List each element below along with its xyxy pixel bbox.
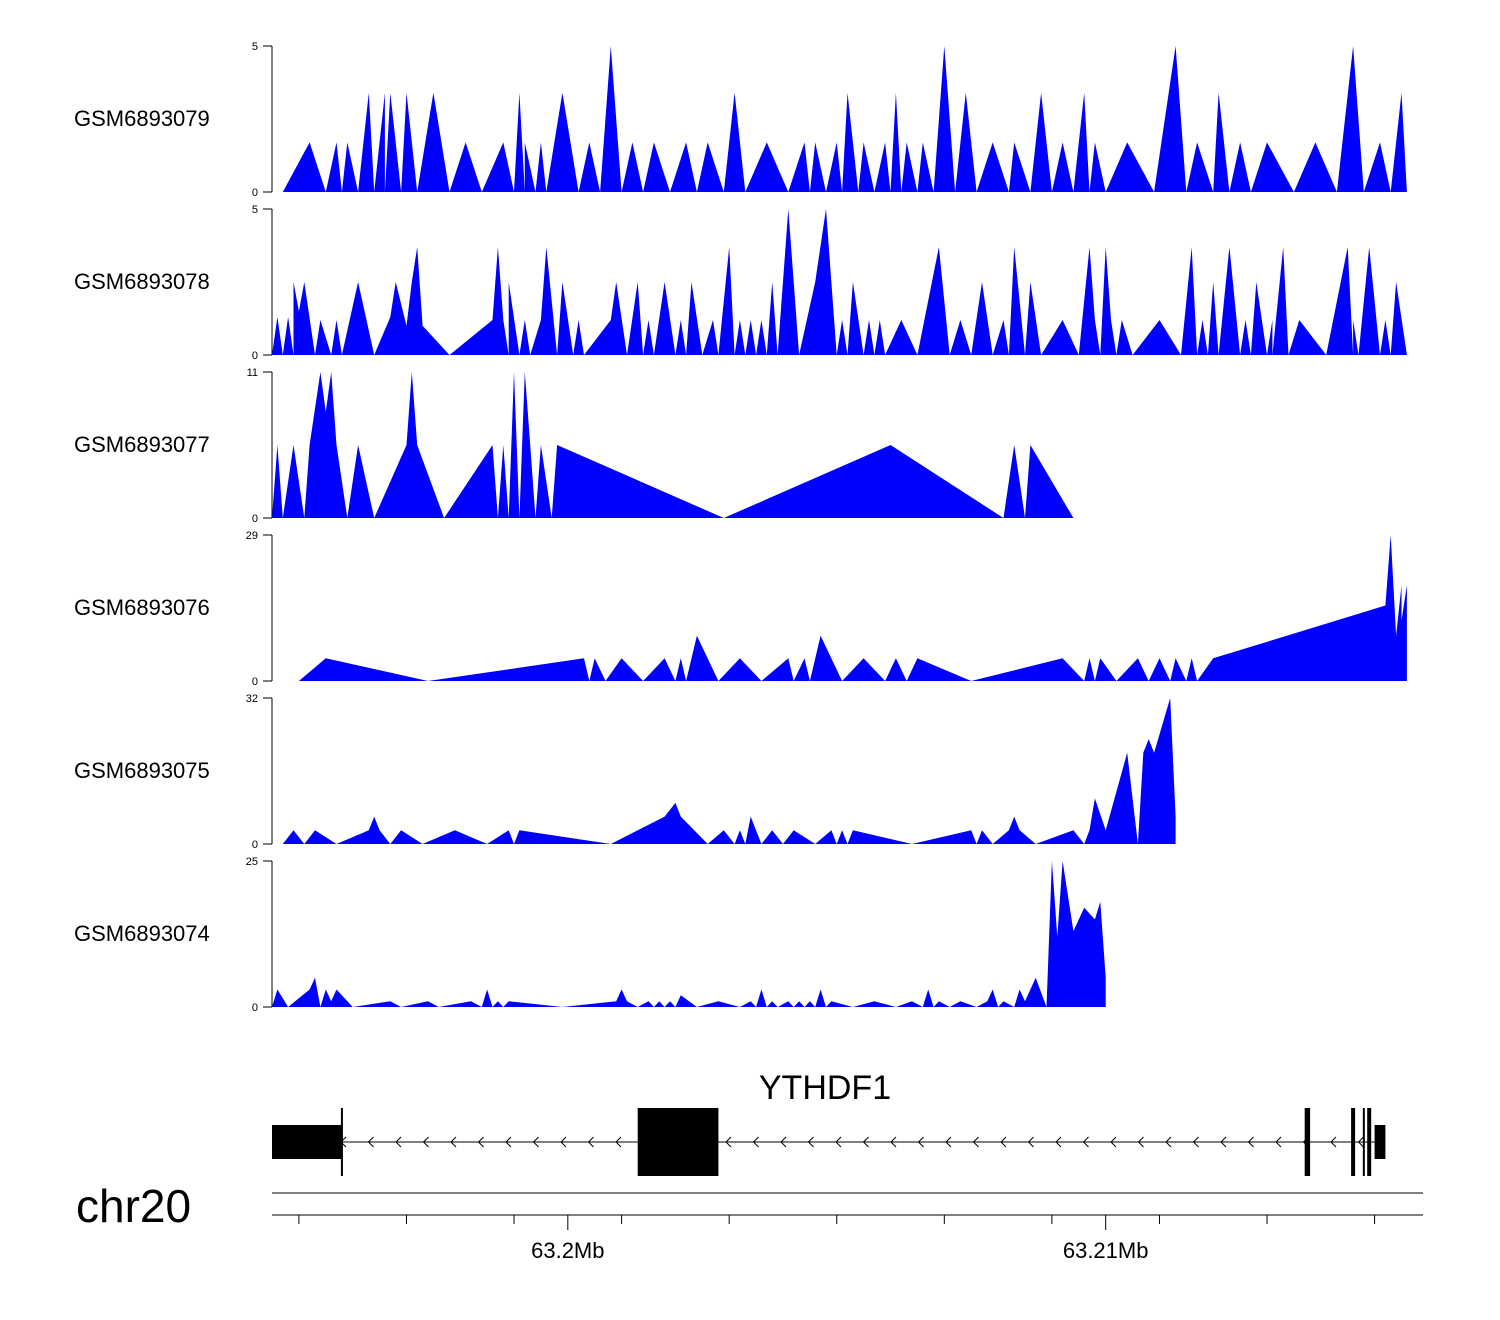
gene-exon	[272, 1125, 342, 1159]
chromosome-label: chr20	[76, 1180, 191, 1232]
track-label: GSM6893078	[74, 269, 210, 294]
strand-arrow	[725, 1136, 732, 1148]
strand-arrow	[972, 1136, 979, 1148]
chromosome-axis: chr20 63.2Mb 63.21Mb	[76, 1180, 1423, 1263]
track-label: GSM6893074	[74, 921, 210, 946]
strand-arrow	[615, 1136, 622, 1148]
strand-arrow	[1082, 1136, 1089, 1148]
strand-arrow	[1110, 1136, 1117, 1148]
x-tick-label: 63.2Mb	[531, 1238, 604, 1263]
genomic-axis: 63.2Mb 63.21Mb	[272, 1192, 1423, 1263]
strand-arrow	[1247, 1136, 1254, 1148]
strand-arrow	[477, 1136, 484, 1148]
coverage-area	[298, 535, 1407, 681]
y-tick-label: 0	[252, 187, 258, 199]
strand-arrow	[1220, 1136, 1227, 1148]
y-tick-label: 11	[247, 367, 258, 379]
strand-arrow	[1137, 1136, 1144, 1148]
coverage-tracks: GSM689307950GSM689307850GSM6893077110GSM…	[74, 41, 1407, 1014]
strand-arrow	[835, 1136, 842, 1148]
strand-arrow	[890, 1136, 897, 1148]
coverage-area	[272, 861, 1106, 1007]
gene-model	[272, 1108, 1386, 1176]
strand-arrow	[945, 1136, 952, 1148]
strand-arrow	[1055, 1136, 1062, 1148]
coverage-track: GSM6893077 11 0	[74, 367, 1074, 525]
strand-arrow	[1357, 1136, 1364, 1148]
y-tick-label: 0	[252, 676, 258, 688]
track-label: GSM6893077	[74, 432, 210, 457]
strand-arrow	[917, 1136, 924, 1148]
strand-arrow	[1275, 1136, 1282, 1148]
x-tick-label: 63.21Mb	[1063, 1238, 1149, 1263]
coverage-track: GSM6893078 5 0	[74, 204, 1407, 362]
coverage-track: GSM6893076 29 0	[74, 530, 1407, 688]
gene-exon	[1367, 1108, 1372, 1176]
strand-arrow	[1165, 1136, 1172, 1148]
strand-arrow	[1330, 1136, 1337, 1148]
coverage-track: GSM6893079 5 0	[74, 41, 1407, 199]
strand-arrow	[1027, 1136, 1034, 1148]
track-label: GSM6893079	[74, 106, 210, 131]
gene-exon	[1374, 1125, 1386, 1159]
y-tick-label: 5	[252, 204, 258, 216]
strand-arrow	[422, 1136, 429, 1148]
y-tick-label: 5	[252, 41, 258, 53]
gene-exon	[1351, 1108, 1356, 1176]
coverage-track: GSM6893075 32 0	[74, 693, 1176, 851]
y-tick-label: 0	[252, 350, 258, 362]
coverage-area	[272, 372, 1074, 518]
gene-track: YTHDF1	[272, 1069, 1386, 1176]
gene-exon	[637, 1108, 719, 1176]
track-label: GSM6893075	[74, 758, 210, 783]
y-tick-label: 25	[246, 856, 258, 868]
gene-name-label: YTHDF1	[759, 1069, 891, 1107]
y-tick-label: 0	[252, 1002, 258, 1014]
coverage-area	[282, 46, 1407, 192]
y-tick-label: 32	[246, 693, 258, 705]
strand-arrow	[587, 1136, 594, 1148]
coverage-area	[272, 209, 1407, 355]
strand-arrow	[807, 1136, 814, 1148]
strand-arrow	[1000, 1136, 1007, 1148]
coverage-track: GSM6893074 25 0	[74, 856, 1106, 1014]
strand-arrow	[532, 1136, 539, 1148]
strand-arrow	[752, 1136, 759, 1148]
strand-arrow	[450, 1136, 457, 1148]
track-label: GSM6893076	[74, 595, 210, 620]
gene-exon	[1304, 1108, 1311, 1176]
y-tick-label: 29	[246, 530, 258, 542]
strand-arrow	[367, 1136, 374, 1148]
strand-arrow	[505, 1136, 512, 1148]
strand-arrow	[1192, 1136, 1199, 1148]
y-tick-label: 0	[252, 513, 258, 525]
coverage-area	[282, 698, 1176, 844]
strand-arrow	[862, 1136, 869, 1148]
strand-arrow	[395, 1136, 402, 1148]
strand-arrow	[780, 1136, 787, 1148]
strand-arrow	[560, 1136, 567, 1148]
y-tick-label: 0	[252, 839, 258, 851]
